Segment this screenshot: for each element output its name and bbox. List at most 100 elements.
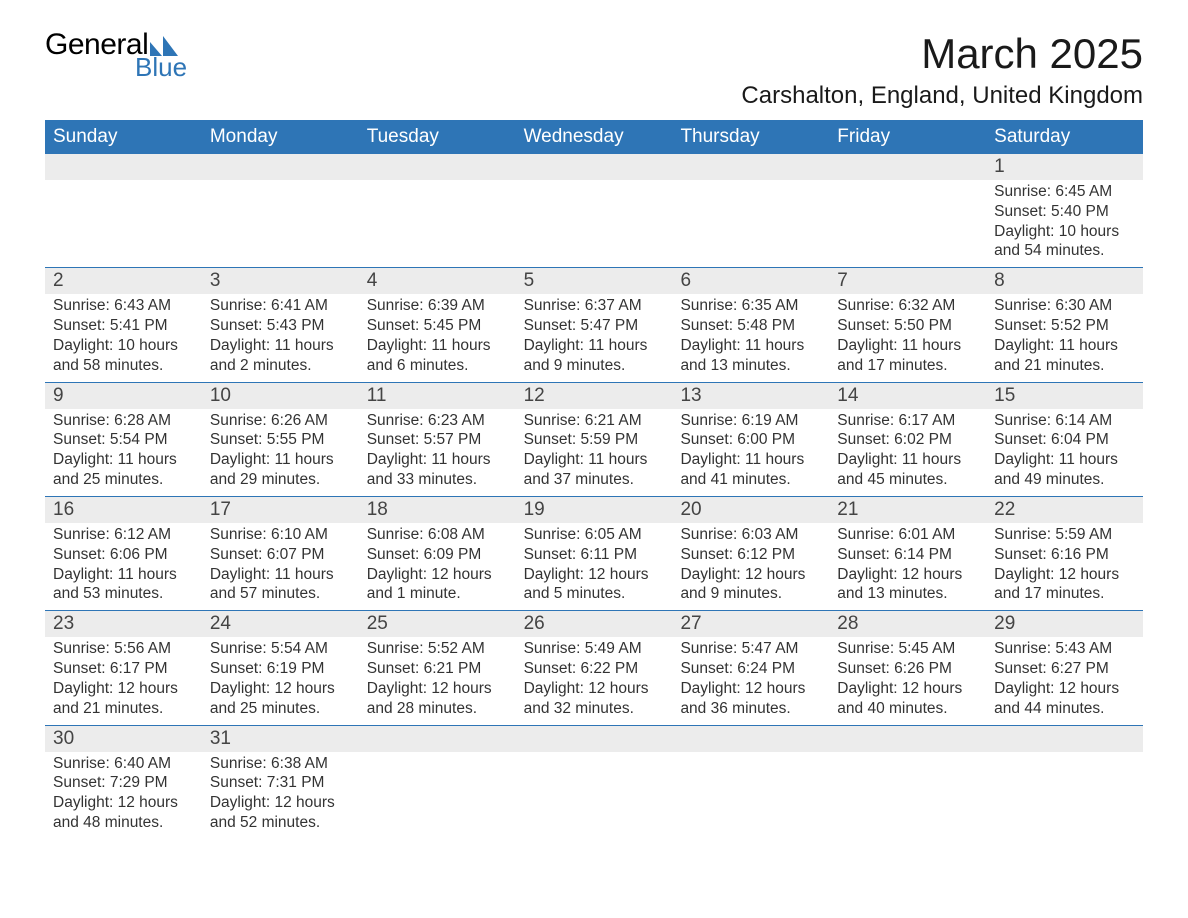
sunrise-text: Sunrise: 6:35 AM: [680, 296, 821, 316]
sunset-text: Sunset: 6:07 PM: [210, 545, 351, 565]
day-body: Sunrise: 6:17 AMSunset: 6:02 PMDaylight:…: [829, 409, 986, 496]
sunset-text: Sunset: 5:40 PM: [994, 202, 1135, 222]
day-number: [986, 726, 1143, 752]
day-body: Sunrise: 6:39 AMSunset: 5:45 PMDaylight:…: [359, 294, 516, 381]
daylight-text: Daylight: 11 hours and 45 minutes.: [837, 450, 978, 490]
day-cell: 13Sunrise: 6:19 AMSunset: 6:00 PMDayligh…: [672, 383, 829, 496]
daylight-text: Daylight: 12 hours and 25 minutes.: [210, 679, 351, 719]
daylight-text: Daylight: 12 hours and 36 minutes.: [680, 679, 821, 719]
day-number: [359, 726, 516, 752]
day-cell: [829, 726, 986, 839]
day-body: Sunrise: 5:52 AMSunset: 6:21 PMDaylight:…: [359, 637, 516, 724]
sunset-text: Sunset: 5:47 PM: [524, 316, 665, 336]
day-cell: 29Sunrise: 5:43 AMSunset: 6:27 PMDayligh…: [986, 611, 1143, 724]
day-cell: 31Sunrise: 6:38 AMSunset: 7:31 PMDayligh…: [202, 726, 359, 839]
sunset-text: Sunset: 6:24 PM: [680, 659, 821, 679]
day-body: Sunrise: 6:35 AMSunset: 5:48 PMDaylight:…: [672, 294, 829, 381]
day-cell: 27Sunrise: 5:47 AMSunset: 6:24 PMDayligh…: [672, 611, 829, 724]
day-body: Sunrise: 6:14 AMSunset: 6:04 PMDaylight:…: [986, 409, 1143, 496]
day-body: Sunrise: 6:19 AMSunset: 6:00 PMDaylight:…: [672, 409, 829, 496]
sunrise-text: Sunrise: 6:19 AM: [680, 411, 821, 431]
brand-name-right: Blue: [135, 54, 187, 80]
dow-thursday: Thursday: [672, 120, 829, 154]
day-body: Sunrise: 5:56 AMSunset: 6:17 PMDaylight:…: [45, 637, 202, 724]
sunrise-text: Sunrise: 6:43 AM: [53, 296, 194, 316]
dow-friday: Friday: [829, 120, 986, 154]
day-number: [672, 726, 829, 752]
sunset-text: Sunset: 6:14 PM: [837, 545, 978, 565]
day-body: Sunrise: 6:37 AMSunset: 5:47 PMDaylight:…: [516, 294, 673, 381]
sunset-text: Sunset: 6:11 PM: [524, 545, 665, 565]
day-number: 30: [45, 726, 202, 752]
sunset-text: Sunset: 6:27 PM: [994, 659, 1135, 679]
day-body: [516, 752, 673, 760]
dow-saturday: Saturday: [986, 120, 1143, 154]
daylight-text: Daylight: 11 hours and 6 minutes.: [367, 336, 508, 376]
day-number: 19: [516, 497, 673, 523]
sunrise-text: Sunrise: 6:08 AM: [367, 525, 508, 545]
sunrise-text: Sunrise: 5:59 AM: [994, 525, 1135, 545]
daylight-text: Daylight: 10 hours and 58 minutes.: [53, 336, 194, 376]
sunset-text: Sunset: 5:52 PM: [994, 316, 1135, 336]
sunrise-text: Sunrise: 6:30 AM: [994, 296, 1135, 316]
sunset-text: Sunset: 6:16 PM: [994, 545, 1135, 565]
daylight-text: Daylight: 10 hours and 54 minutes.: [994, 222, 1135, 262]
sunset-text: Sunset: 5:45 PM: [367, 316, 508, 336]
daylight-text: Daylight: 12 hours and 9 minutes.: [680, 565, 821, 605]
sunrise-text: Sunrise: 6:40 AM: [53, 754, 194, 774]
day-number: 17: [202, 497, 359, 523]
sunset-text: Sunset: 6:06 PM: [53, 545, 194, 565]
day-body: Sunrise: 6:40 AMSunset: 7:29 PMDaylight:…: [45, 752, 202, 839]
day-cell: 3Sunrise: 6:41 AMSunset: 5:43 PMDaylight…: [202, 268, 359, 381]
day-number: [516, 726, 673, 752]
day-cell: 2Sunrise: 6:43 AMSunset: 5:41 PMDaylight…: [45, 268, 202, 381]
sunrise-text: Sunrise: 5:52 AM: [367, 639, 508, 659]
sunrise-text: Sunrise: 6:01 AM: [837, 525, 978, 545]
day-body: Sunrise: 6:01 AMSunset: 6:14 PMDaylight:…: [829, 523, 986, 610]
day-number: 8: [986, 268, 1143, 294]
day-body: Sunrise: 5:49 AMSunset: 6:22 PMDaylight:…: [516, 637, 673, 724]
day-cell: [45, 154, 202, 267]
day-number: 24: [202, 611, 359, 637]
day-cell: [202, 154, 359, 267]
sunrise-text: Sunrise: 5:54 AM: [210, 639, 351, 659]
dow-sunday: Sunday: [45, 120, 202, 154]
sunrise-text: Sunrise: 6:05 AM: [524, 525, 665, 545]
day-body: [359, 180, 516, 188]
day-number: 2: [45, 268, 202, 294]
day-body: Sunrise: 5:54 AMSunset: 6:19 PMDaylight:…: [202, 637, 359, 724]
sunset-text: Sunset: 5:55 PM: [210, 430, 351, 450]
day-cell: 21Sunrise: 6:01 AMSunset: 6:14 PMDayligh…: [829, 497, 986, 610]
day-cell: [829, 154, 986, 267]
day-number: [829, 154, 986, 180]
dow-tuesday: Tuesday: [359, 120, 516, 154]
day-body: Sunrise: 6:43 AMSunset: 5:41 PMDaylight:…: [45, 294, 202, 381]
sunrise-text: Sunrise: 6:45 AM: [994, 182, 1135, 202]
day-body: Sunrise: 6:03 AMSunset: 6:12 PMDaylight:…: [672, 523, 829, 610]
day-cell: 26Sunrise: 5:49 AMSunset: 6:22 PMDayligh…: [516, 611, 673, 724]
day-cell: [359, 726, 516, 839]
day-number: 7: [829, 268, 986, 294]
daylight-text: Daylight: 11 hours and 53 minutes.: [53, 565, 194, 605]
day-number: 20: [672, 497, 829, 523]
sunset-text: Sunset: 5:59 PM: [524, 430, 665, 450]
day-number: [516, 154, 673, 180]
day-cell: 17Sunrise: 6:10 AMSunset: 6:07 PMDayligh…: [202, 497, 359, 610]
daylight-text: Daylight: 11 hours and 49 minutes.: [994, 450, 1135, 490]
sunset-text: Sunset: 6:04 PM: [994, 430, 1135, 450]
calendar-grid: Sunday Monday Tuesday Wednesday Thursday…: [45, 120, 1143, 839]
day-number: 21: [829, 497, 986, 523]
daylight-text: Daylight: 12 hours and 48 minutes.: [53, 793, 194, 833]
day-number: 29: [986, 611, 1143, 637]
day-body: [986, 752, 1143, 760]
day-body: [516, 180, 673, 188]
day-cell: [359, 154, 516, 267]
brand-name-left: General: [45, 30, 148, 60]
day-number: 4: [359, 268, 516, 294]
sunrise-text: Sunrise: 6:41 AM: [210, 296, 351, 316]
sunrise-text: Sunrise: 6:28 AM: [53, 411, 194, 431]
sunset-text: Sunset: 6:12 PM: [680, 545, 821, 565]
day-cell: 9Sunrise: 6:28 AMSunset: 5:54 PMDaylight…: [45, 383, 202, 496]
day-number: [202, 154, 359, 180]
day-body: Sunrise: 6:12 AMSunset: 6:06 PMDaylight:…: [45, 523, 202, 610]
